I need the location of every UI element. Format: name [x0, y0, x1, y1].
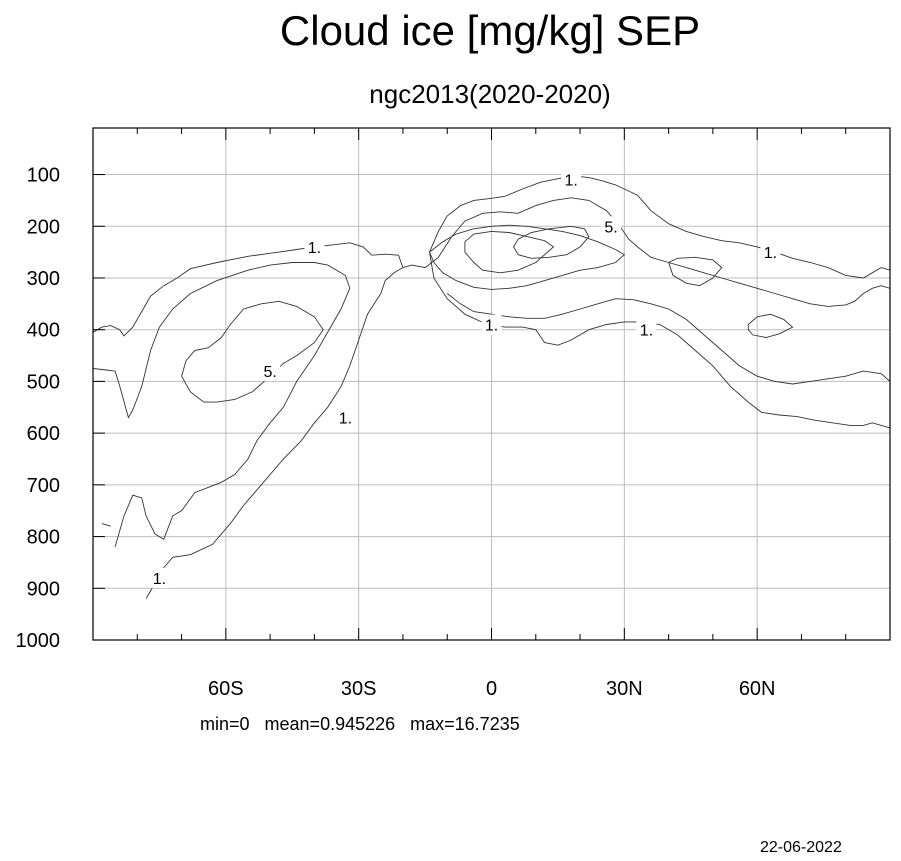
contour-line-11 [747, 313, 794, 338]
y-tick-labels: 100 200 300 400 500 600 700 800 900 1000 [16, 165, 61, 652]
date-text: 22-06-2022 [760, 839, 842, 856]
contour-line-5 [402, 197, 890, 307]
x-tick-label-3: 30N [606, 678, 643, 700]
contour-label-3: 1. [153, 571, 166, 588]
contour-label-bg-2 [335, 407, 356, 428]
contour-label-5: 5. [604, 219, 617, 236]
contour-label-bg-4 [561, 169, 582, 190]
contour-label-bg-6 [760, 242, 781, 263]
contour-label-bg-5 [601, 216, 622, 237]
contour-label-bg-0 [304, 236, 325, 257]
contour-lines [93, 175, 890, 599]
y-tick-label-9: 1000 [16, 630, 61, 652]
axis-ticks [93, 128, 847, 641]
contour-line-12 [101, 523, 111, 527]
contour-line-3 [429, 175, 890, 279]
contour-line-7 [429, 224, 626, 290]
contour-line-0 [93, 242, 404, 599]
contour-line-9 [513, 225, 590, 259]
y-tick-label-4: 500 [27, 371, 60, 393]
y-tick-label-3: 400 [27, 320, 60, 342]
x-tick-label-4: 60N [739, 678, 776, 700]
contour-label-bg-3 [149, 567, 170, 588]
y-tick-label-6: 700 [27, 475, 60, 497]
contour-line-8 [464, 230, 555, 274]
contour-line-6 [446, 293, 890, 385]
x-tick-label-1: 30S [341, 678, 377, 700]
contour-label-6: 1. [764, 245, 777, 262]
y-tick-label-0: 100 [27, 165, 60, 187]
x-tick-labels: 60S 30S 0 30N 60N [208, 678, 775, 700]
chart-title: Cloud ice [mg/kg] SEP [280, 7, 700, 54]
grid-lines [93, 128, 890, 640]
contour-label-2: 1. [339, 411, 352, 428]
stats-text: min=0 mean=0.945226 max=16.7235 [200, 714, 520, 734]
contour-label-8: 1. [640, 323, 653, 340]
contour-label-7: 1. [485, 318, 498, 335]
contour-label-1: 5. [263, 364, 276, 381]
x-tick-label-0: 60S [208, 678, 244, 700]
contour-label-bg-1 [260, 361, 281, 382]
contour-line-4 [429, 252, 890, 429]
contour-line-10 [668, 256, 723, 287]
contour-label-bg-7 [481, 314, 502, 335]
y-tick-label-5: 600 [27, 423, 60, 445]
y-tick-label-8: 900 [27, 578, 60, 600]
contour-label-bg-8 [636, 319, 657, 340]
chart-subtitle: ngc2013(2020-2020) [369, 79, 610, 109]
contour-line-2 [181, 300, 324, 403]
y-tick-label-1: 200 [27, 216, 60, 238]
x-tick-label-2: 0 [486, 678, 497, 700]
contour-line-1 [93, 262, 351, 548]
contour-labels: 1. 5. 1. 1. 1. 5. 1. 1. 1. [149, 169, 781, 588]
y-tick-label-2: 300 [27, 268, 60, 290]
contour-label-4: 1. [565, 173, 578, 190]
contour-label-0: 1. [308, 240, 321, 257]
y-tick-label-7: 800 [27, 527, 60, 549]
